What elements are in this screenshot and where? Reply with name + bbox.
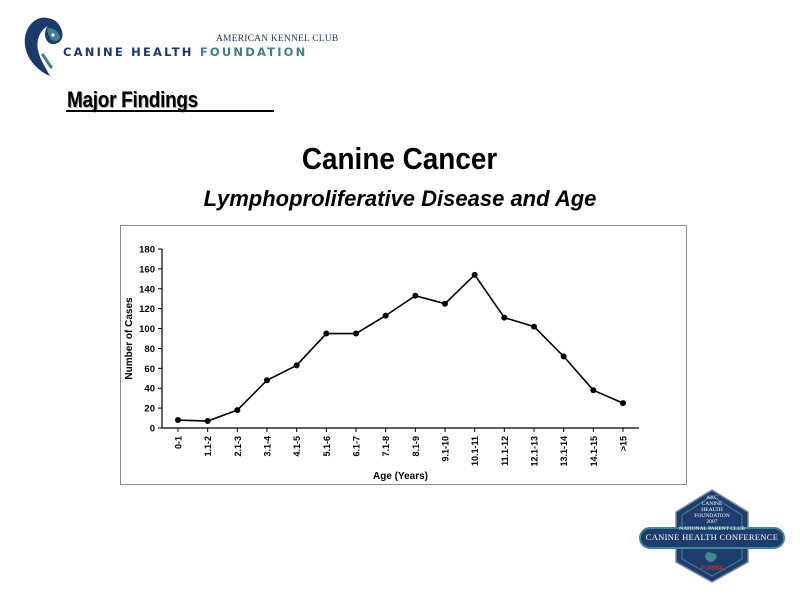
badge-line2: CANINE <box>701 501 723 507</box>
logo-main-text-a: CANINE HEALTH <box>63 45 200 59</box>
y-axis-label: Number of Cases <box>124 297 135 380</box>
data-point <box>531 323 537 330</box>
x-tick-label: 13.1-14 <box>559 436 569 467</box>
logo-main-text-b: FOUNDATION <box>199 45 308 59</box>
x-tick-label: 8.1-9 <box>411 436 421 457</box>
chart-title: Canine Cancer <box>0 141 800 177</box>
data-point <box>264 377 270 384</box>
x-axis-label: Age (Years) <box>373 471 428 482</box>
data-point <box>382 312 389 319</box>
x-tick-label: 14.1-15 <box>589 436 599 467</box>
x-tick-label: 10.1-11 <box>470 436 480 466</box>
x-tick-label: 11.1-12 <box>500 436 510 466</box>
badge-emblem-icon <box>639 489 785 583</box>
x-tick-label: 9.1-10 <box>441 436 451 462</box>
y-tick-label: 0 <box>150 424 155 435</box>
x-tick-label: 1.1-2 <box>203 436 213 457</box>
y-tick-label: 160 <box>139 264 155 275</box>
x-tick-label: >15 <box>619 436 629 451</box>
y-tick-label: 80 <box>144 344 155 355</box>
x-tick-label: 6.1-7 <box>352 436 362 457</box>
data-point <box>590 387 597 394</box>
line-chart: 0 20 40 60 80 100 120 140 160 180 0-1 1.1-2 2.1-3 3.1… <box>124 245 639 482</box>
badge-line3: HEALTH <box>701 507 723 513</box>
x-tick-label: 5.1-6 <box>322 436 332 457</box>
y-tick-label: 180 <box>139 245 155 256</box>
data-point <box>353 330 359 337</box>
badge-sponsor: PURINA <box>700 566 724 572</box>
section-title-rule <box>66 110 274 112</box>
badge-main-text: CANINE HEALTH CONFERENCE <box>645 532 779 542</box>
badge-line5: 2007 <box>706 519 718 525</box>
series-line <box>177 273 624 422</box>
y-tick-label: 60 <box>144 364 155 375</box>
x-tick-label: 7.1-8 <box>381 436 391 457</box>
data-point <box>323 330 330 337</box>
badge-line6: NATIONAL PARENT CLUB <box>679 526 745 532</box>
section-title: Major Findings <box>67 87 198 112</box>
badge-line4: FOUNDATION <box>694 513 730 519</box>
conference-badge: AKC CANINE HEALTH FOUNDATION 2007 NATION… <box>638 488 786 584</box>
x-tick-label: 12.1-13 <box>530 436 540 467</box>
data-point <box>293 362 300 369</box>
data-point <box>620 400 626 407</box>
data-point <box>175 417 181 424</box>
y-tick-label: 120 <box>139 304 155 315</box>
foundation-logo: AMERICAN KENNEL CLUB CANINE HEALTH FOUND… <box>20 14 338 78</box>
chart-subtitle: Lymphoproliferative Disease and Age <box>203 186 597 211</box>
data-point <box>204 418 211 425</box>
y-tick-label: 100 <box>139 324 155 335</box>
data-point <box>442 300 448 307</box>
data-point <box>412 292 419 299</box>
logo-top-text: AMERICAN KENNEL CLUB <box>216 34 339 44</box>
data-point <box>560 353 567 360</box>
x-tick-label: 4.1-5 <box>292 436 302 457</box>
y-tick-label: 40 <box>144 384 155 395</box>
dog-head-icon <box>24 17 63 76</box>
badge-line1: AKC <box>706 495 718 501</box>
chart-title-text: Canine Cancer <box>302 141 498 176</box>
x-tick-label: 2.1-3 <box>233 436 243 457</box>
x-tick-label: 0-1 <box>174 436 184 449</box>
data-point <box>471 271 478 278</box>
x-tick-label: 3.1-4 <box>263 436 273 457</box>
data-point <box>501 314 508 321</box>
y-tick-label: 20 <box>144 404 155 415</box>
y-tick-label: 140 <box>139 284 155 295</box>
chart-frame: 0 20 40 60 80 100 120 140 160 180 0-1 1.1-2 2.1-3 3.1… <box>120 225 687 485</box>
logo-main-text: CANINE HEALTH FOUNDATION <box>63 45 307 59</box>
data-point <box>234 407 241 414</box>
